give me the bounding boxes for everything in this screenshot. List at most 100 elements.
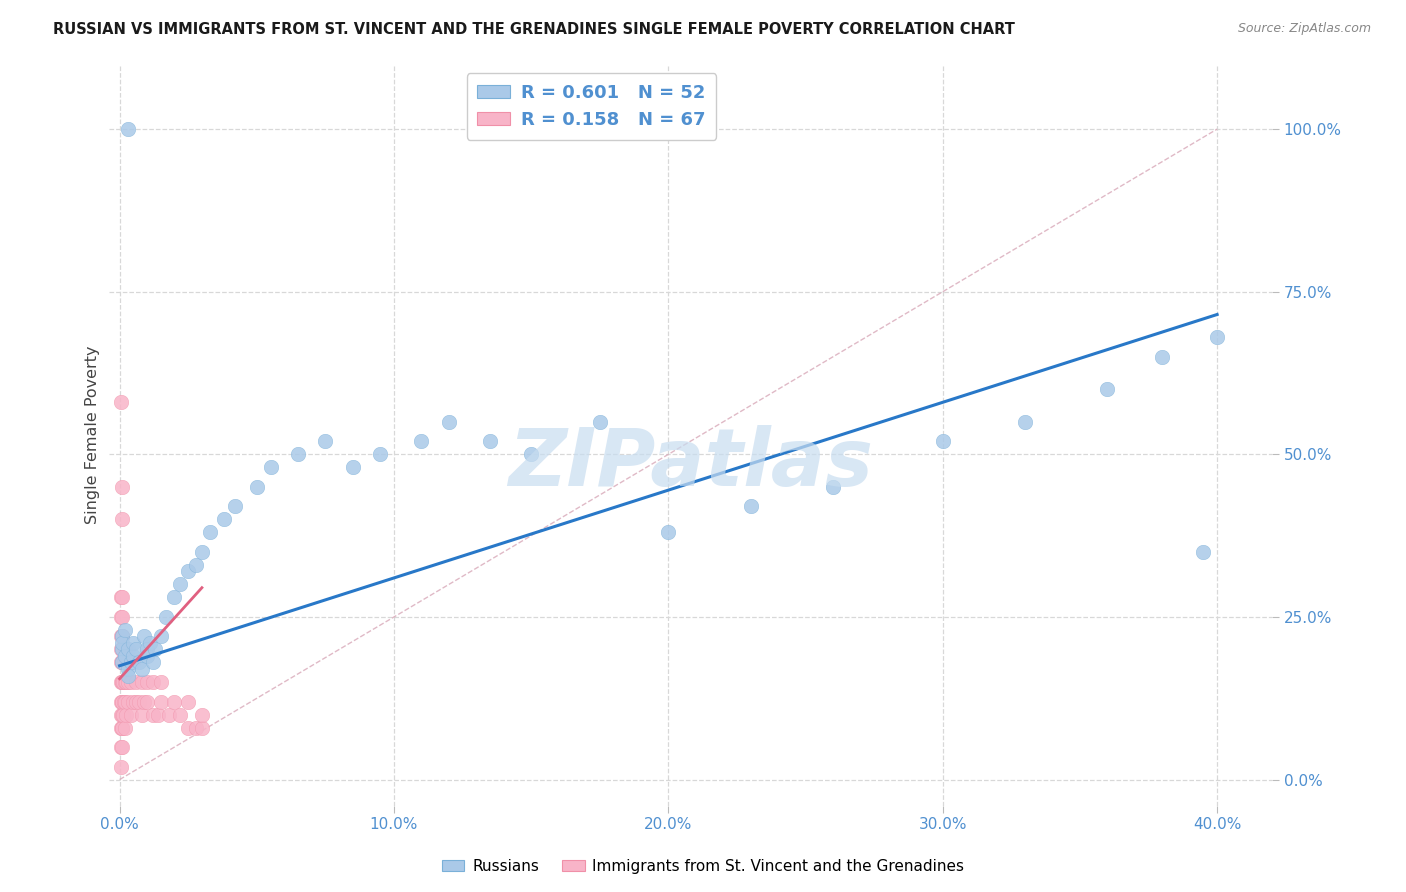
Point [149,630,172,644]
Point [111,591,134,605]
Point [125,694,148,708]
Text: Source: ZipAtlas.com: Source: ZipAtlas.com [1237,22,1371,36]
Point [246,480,269,494]
Point [114,623,136,637]
Point [111,721,134,735]
Point [111,675,134,690]
Point [342,460,364,475]
Point [122,648,145,663]
Point [110,707,132,722]
Point [111,707,134,722]
Point [932,434,955,449]
Point [177,694,200,708]
Point [111,642,134,657]
Point [128,694,150,708]
Legend: Russians, Immigrants from St. Vincent and the Grenadines: Russians, Immigrants from St. Vincent an… [436,853,970,880]
Point [224,500,246,514]
Point [125,642,148,657]
Point [1097,382,1119,396]
Point [110,740,132,755]
Point [136,642,159,657]
Point [163,694,186,708]
Point [110,759,132,773]
Point [163,591,186,605]
Point [114,721,136,735]
Point [314,434,336,449]
Point [149,675,172,690]
Point [368,447,391,461]
Point [114,694,136,708]
Point [111,642,134,657]
Point [115,707,138,722]
Legend: R = 0.601   N = 52, R = 0.158   N = 67: R = 0.601 N = 52, R = 0.158 N = 67 [467,73,716,140]
Point [111,740,134,755]
Point [125,675,148,690]
Text: ZIPatlas: ZIPatlas [508,425,873,503]
Point [111,694,134,708]
Point [134,630,156,644]
Point [1192,545,1215,559]
Point [117,122,139,136]
Point [117,675,139,690]
Point [111,675,134,690]
Point [115,675,138,690]
Point [120,656,142,670]
Point [131,675,153,690]
Point [259,460,281,475]
Point [114,648,136,663]
Point [111,630,134,644]
Point [134,694,156,708]
Point [437,415,460,429]
Point [114,675,136,690]
Point [117,662,139,676]
Point [117,642,139,657]
Point [821,480,844,494]
Point [186,721,208,735]
Point [111,630,134,644]
Point [110,395,132,409]
Point [139,636,162,650]
Point [155,610,177,624]
Point [141,656,163,670]
Point [198,525,221,540]
Point [169,707,191,722]
Point [740,500,762,514]
Point [177,721,200,735]
Point [120,675,142,690]
Point [1152,350,1174,364]
Point [111,480,134,494]
Point [157,707,180,722]
Point [122,694,145,708]
Point [212,512,235,526]
Point [131,707,153,722]
Point [141,675,163,690]
Point [191,721,214,735]
Point [191,545,214,559]
Point [110,721,132,735]
Point [136,694,159,708]
Point [111,630,134,644]
Point [111,675,134,690]
Point [110,656,132,670]
Point [146,707,169,722]
Point [110,675,132,690]
Point [122,656,145,670]
Point [111,636,134,650]
Point [111,656,134,670]
Point [149,694,172,708]
Point [111,656,134,670]
Point [110,694,132,708]
Point [117,694,139,708]
Point [112,694,135,708]
Point [191,707,214,722]
Point [131,662,153,676]
Point [111,721,134,735]
Point [112,656,135,670]
Point [186,558,208,572]
Point [110,630,132,644]
Point [128,656,150,670]
Point [136,648,159,663]
Point [411,434,433,449]
Point [1206,330,1229,344]
Point [589,415,612,429]
